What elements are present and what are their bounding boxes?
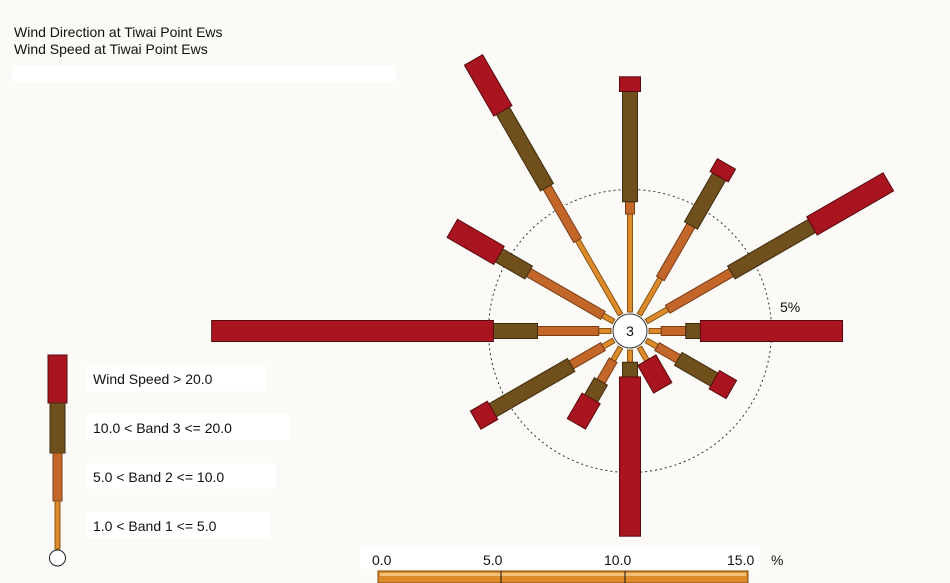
chart-title-direction: Wind Direction at Tiwai Point Ews (14, 24, 223, 40)
scale-label-strip (360, 547, 760, 569)
center-layer: 3 (612, 313, 648, 349)
scale-tick-3: 15.0 (727, 552, 754, 568)
petal-210-band2 (596, 357, 618, 385)
legend-strip-1 (86, 512, 270, 538)
legend-label-band4: Wind Speed > 20.0 (93, 371, 213, 387)
petal-150-band4 (637, 354, 673, 394)
petal-150 (636, 345, 673, 394)
petal-300-band4 (446, 218, 505, 266)
petal-60-band1 (644, 306, 670, 325)
petal-30-band2 (655, 222, 696, 282)
petal-300-band2 (525, 267, 606, 320)
legend-strip-2 (86, 463, 276, 489)
petal-0-band2 (625, 201, 635, 215)
petal-60-band4 (806, 172, 895, 236)
petal-0-band1 (627, 213, 633, 313)
scale-bar-inner (380, 573, 746, 576)
legend-calm-circle (49, 549, 66, 567)
chart-title-speed: Wind Speed at Tiwai Point Ews (14, 41, 208, 57)
petal-180-band3 (622, 361, 638, 378)
petal-30-band3 (683, 172, 727, 230)
petal-210 (566, 345, 624, 430)
petal-300-band3 (494, 248, 534, 280)
petal-0 (619, 76, 641, 313)
petal-0-band4 (619, 76, 641, 93)
legend-label-band1: 1.0 < Band 1 <= 5.0 (93, 518, 217, 534)
legend-label-band2: 5.0 < Band 2 <= 10.0 (93, 469, 224, 485)
petal-120-band4 (708, 369, 738, 400)
calm-count-label: 3 (626, 323, 634, 339)
petal-30 (636, 157, 737, 317)
title-strip (12, 66, 396, 82)
petal-30-band4 (709, 157, 737, 183)
petal-90-band4 (699, 320, 844, 342)
legend-strip-3 (86, 414, 290, 440)
petal-270-band2 (537, 326, 600, 336)
petal-330 (463, 54, 624, 317)
petal-330-band4 (463, 54, 513, 117)
petal-330-band3 (495, 106, 555, 192)
petal-180 (619, 349, 641, 537)
legend-swatch-band4 (47, 354, 68, 404)
legend-label-band3: 10.0 < Band 3 <= 20.0 (93, 420, 232, 436)
petal-270 (211, 320, 612, 342)
petal-210-band1 (610, 345, 624, 363)
petal-240-band3 (488, 357, 576, 418)
petal-270-band1 (598, 328, 612, 334)
petal-90 (648, 320, 844, 342)
petal-240-band2 (568, 342, 606, 370)
scale-unit: % (771, 552, 783, 568)
petal-330-band2 (542, 184, 583, 244)
scale-tick-2: 10.0 (604, 552, 631, 568)
petal-90-band3 (685, 323, 701, 339)
ring-label: 5% (780, 299, 800, 315)
legend-swatch-band3 (49, 402, 66, 454)
petal-180-band1 (627, 349, 633, 363)
percent-scale: 0.0 5.0 10.0 15.0 % (360, 547, 783, 583)
petal-30-band1 (636, 276, 664, 317)
scale-bar (377, 570, 749, 583)
petal-120-band3 (673, 351, 719, 387)
legend-swatch-band1 (54, 500, 61, 550)
petal-240 (469, 337, 616, 430)
calm-circle (612, 313, 648, 349)
petal-0-band3 (622, 91, 638, 203)
petal-300 (446, 218, 616, 325)
petal-60 (644, 172, 895, 325)
scale-tick-0: 0.0 (372, 552, 392, 568)
legend-strip-4 (86, 365, 266, 391)
legend: Wind Speed > 20.0 10.0 < Band 3 <= 20.0 … (47, 354, 290, 567)
petal-90-band1 (648, 328, 662, 334)
petal-270-band4 (211, 320, 494, 342)
petal-60-band2 (664, 267, 735, 314)
chart-titles: Wind Direction at Tiwai Point Ews Wind S… (14, 24, 223, 58)
petal-90-band2 (660, 326, 687, 336)
petal-60-band3 (726, 218, 817, 280)
legend-swatch-band2 (52, 452, 63, 502)
petal-layer (211, 54, 895, 537)
petal-210-band4 (566, 392, 601, 430)
petal-150-band1 (636, 345, 650, 363)
petal-120 (644, 337, 738, 400)
petal-180-band4 (619, 376, 641, 537)
scale-tick-1: 5.0 (483, 552, 503, 568)
petal-240-band4 (469, 400, 499, 430)
petal-270-band3 (492, 323, 538, 339)
